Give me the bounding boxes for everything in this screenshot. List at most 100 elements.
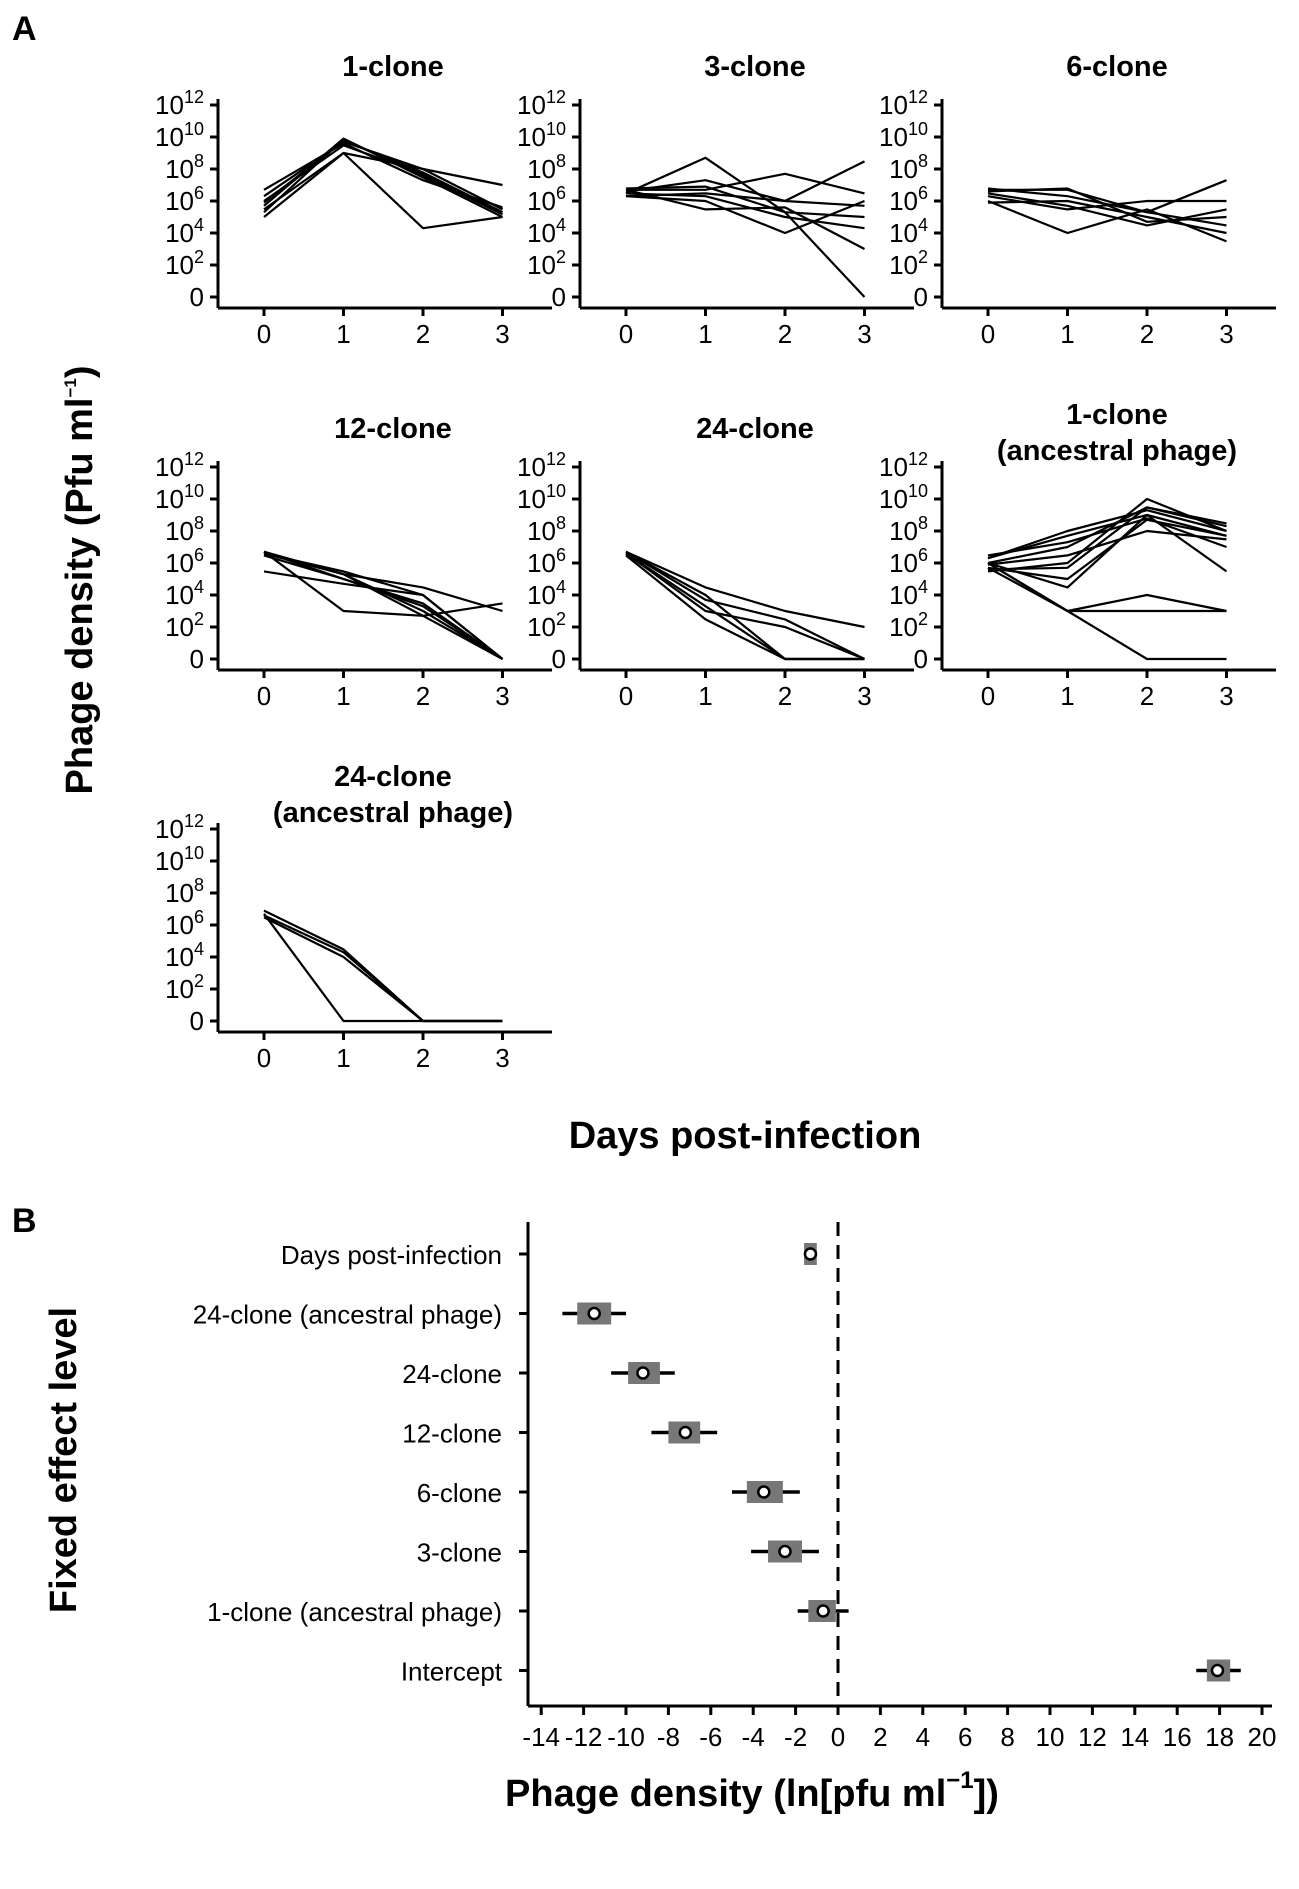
x-tick-label: 0	[257, 319, 271, 349]
forest-y-tick-label: 24-clone	[402, 1359, 502, 1389]
panel-a: A Phage density (Pfu ml−1) Days post-inf…	[12, 10, 1276, 1157]
y-tick-label: 108	[889, 513, 928, 546]
forest-y-tick-label: Days post-infection	[281, 1240, 502, 1270]
panel-b-ylabel: Fixed effect level	[43, 1307, 85, 1613]
y-tick-label: 1010	[155, 119, 204, 152]
forest-x-tick-label: -12	[565, 1722, 603, 1752]
y-tick-label: 102	[165, 609, 204, 642]
x-tick-label: 0	[619, 319, 633, 349]
forest-x-tick-label: -10	[607, 1722, 645, 1752]
series-line	[263, 550, 504, 660]
y-tick-label: 108	[889, 151, 928, 184]
x-tick-label: 3	[857, 319, 871, 349]
forest-y-tick-label: 1-clone (ancestral phage)	[207, 1597, 502, 1627]
series-line	[625, 552, 865, 661]
y-tick-label: 102	[165, 247, 204, 280]
panel-a-xlabel: Days post-infection	[569, 1115, 922, 1157]
series-line	[263, 151, 503, 230]
forest-x-tick-label: -8	[657, 1722, 680, 1752]
series-line	[987, 518, 1227, 581]
y-tick-label: 1012	[155, 87, 204, 120]
y-tick-label: 102	[527, 247, 566, 280]
facet-title: 12-clone	[334, 413, 452, 445]
facet-title: 1-clone	[1066, 399, 1168, 431]
point-estimate	[1210, 1663, 1225, 1678]
x-tick-label: 1	[336, 1043, 350, 1073]
series-line	[263, 550, 504, 660]
y-tick-label: 104	[527, 215, 566, 248]
series-line	[625, 160, 865, 203]
x-tick-label: 2	[1140, 319, 1154, 349]
y-tick-label: 1012	[879, 449, 928, 482]
y-tick-label: 102	[889, 247, 928, 280]
point-estimate	[636, 1366, 650, 1380]
forest-x-tick-label: 0	[831, 1722, 845, 1752]
x-tick-label: 0	[257, 681, 271, 711]
point-estimate	[587, 1306, 601, 1321]
forest-x-tick-label: 18	[1205, 1722, 1234, 1752]
forest-x-tick-label: 20	[1248, 1722, 1277, 1752]
x-tick-label: 1	[698, 681, 712, 711]
x-tick-label: 2	[1140, 681, 1154, 711]
x-tick-label: 3	[495, 319, 509, 349]
series-line	[263, 550, 504, 660]
series-line	[625, 185, 865, 219]
point-estimate	[678, 1425, 693, 1440]
point-estimate	[803, 1247, 818, 1261]
y-tick-label: 104	[165, 215, 204, 248]
series-line	[987, 529, 1227, 566]
y-tick-label: 102	[165, 971, 204, 1004]
x-tick-label: 2	[416, 681, 430, 711]
forest-x-tick-label: -2	[784, 1722, 807, 1752]
series-line	[987, 517, 1227, 557]
series-line	[987, 199, 1227, 235]
forest-y-tick-label: 12-clone	[402, 1419, 502, 1449]
point-estimate	[778, 1544, 792, 1559]
facet-title: (ancestral phage)	[273, 797, 513, 829]
forest-x-tick-label: 14	[1120, 1722, 1149, 1752]
facet-title: 1-clone	[342, 51, 444, 83]
y-tick-label: 1010	[155, 481, 204, 514]
panel-b: B Fixed effect level Phage density (ln[p…	[12, 1202, 1276, 1815]
forest-y-tick-label: 24-clone (ancestral phage)	[193, 1300, 502, 1330]
forest-plot: -14 -12 -10 -8 -6 -4 -2 0 2 4 6 8 10 12 14 16 18 20 Days p…	[193, 1222, 1277, 1752]
y-tick-label: 106	[527, 545, 566, 578]
x-tick-label: 2	[416, 1043, 430, 1073]
x-tick-label: 3	[1219, 319, 1233, 349]
forest-y-tick-label: Intercept	[401, 1657, 503, 1687]
y-tick-label: 108	[527, 513, 566, 546]
y-tick-label: 102	[527, 609, 566, 642]
x-tick-label: 3	[857, 681, 871, 711]
facet-7: 24-clone(ancestral phage)010210410610810…	[155, 761, 552, 1073]
y-tick-label: 1010	[155, 843, 204, 876]
series-line	[625, 188, 866, 250]
panel-b-xlabel: Phage density (ln[pfu ml−1])	[505, 1767, 999, 1815]
series-line	[988, 179, 1227, 214]
point-estimate	[816, 1604, 830, 1618]
y-tick-label: 0	[190, 282, 204, 312]
y-tick-label: 0	[190, 1006, 204, 1036]
y-tick-label: 0	[552, 644, 566, 674]
series-line	[263, 913, 503, 1023]
x-tick-label: 1	[1060, 681, 1074, 711]
series-line	[625, 550, 865, 660]
series-line	[263, 914, 503, 1023]
y-tick-label: 1010	[879, 481, 928, 514]
series-line	[263, 570, 504, 660]
series-line	[987, 199, 1227, 243]
x-tick-label: 1	[336, 319, 350, 349]
facet-title: 24-clone	[696, 413, 814, 445]
x-tick-label: 0	[981, 681, 995, 711]
y-tick-label: 106	[165, 183, 204, 216]
y-tick-label: 106	[165, 545, 204, 578]
y-tick-label: 108	[165, 151, 204, 184]
y-tick-label: 0	[914, 282, 928, 312]
series-line	[625, 550, 865, 629]
x-tick-label: 1	[336, 681, 350, 711]
y-tick-label: 104	[527, 577, 566, 610]
